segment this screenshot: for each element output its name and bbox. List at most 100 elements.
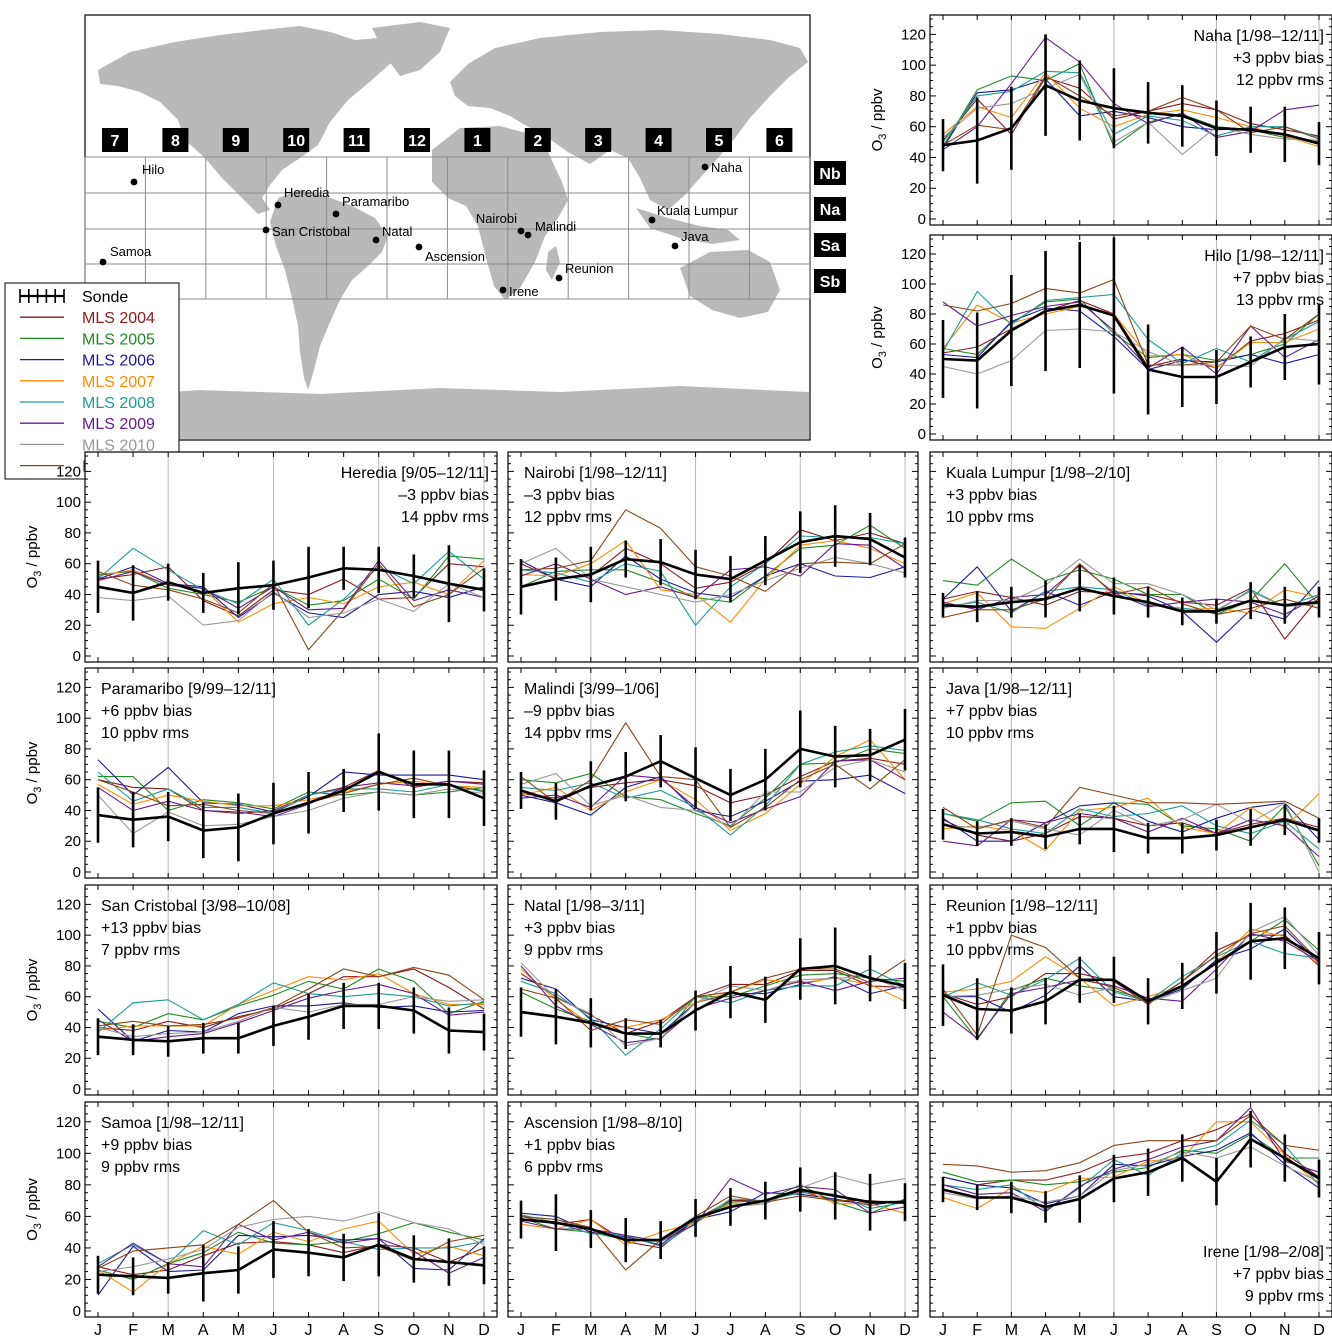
panel-annotation: +1 ppbv bias [524, 1137, 615, 1154]
x-tick-label: J [939, 1322, 947, 1339]
panel-frame [84, 1101, 498, 1318]
station-marker [671, 242, 679, 250]
panel-hilo: Hilo [1/98–12/11] +7 ppbv bias 13 ppbv rms… [869, 234, 1332, 443]
y-axis-label: O3 / ppbv [869, 88, 889, 151]
x-tick-label: M [162, 1322, 175, 1339]
month-box [222, 128, 249, 152]
y-tick-label: 80 [64, 741, 81, 758]
y-tick-label: 100 [56, 1145, 81, 1162]
x-tick-label: D [478, 1322, 490, 1339]
mls-series-line [520, 555, 906, 599]
sonde-line [942, 936, 1320, 1012]
x-tick-label: J [517, 1322, 525, 1339]
mls-series-line [97, 996, 485, 1038]
station-label: Irene [509, 284, 539, 299]
legend-label: MLS 2004 [82, 310, 155, 327]
sonde-line [942, 586, 1320, 613]
y-tick-label: 60 [64, 556, 81, 573]
panel-annotation: Heredia [9/05–12/11] [341, 465, 489, 482]
sonde-line [942, 1137, 1320, 1209]
station-label: Hilo [142, 162, 164, 177]
panel-annotation: –9 ppbv bias [524, 703, 615, 720]
y-tick-label: 0 [73, 648, 81, 665]
x-tick-label: M [1005, 1322, 1018, 1339]
mls-series-line [942, 586, 1320, 629]
y-tick-label: 80 [909, 306, 926, 323]
x-tick-label: O [829, 1322, 841, 1339]
panel-annotation: +13 ppbv bias [101, 920, 201, 937]
y-tick-label: 20 [909, 180, 926, 197]
month-box-label: 11 [348, 133, 365, 150]
y-tick-label: 80 [64, 958, 81, 975]
sonde-line [97, 1243, 485, 1280]
zone-box [814, 269, 846, 293]
x-tick-label: D [1313, 1322, 1325, 1339]
station-marker [274, 201, 282, 209]
x-tick-label: O [1244, 1322, 1256, 1339]
station-marker [130, 178, 138, 186]
panel-naha: Naha [1/98–12/11] +3 ppbv bias 12 ppbv rms… [869, 14, 1332, 228]
mls-series-line [97, 973, 484, 1032]
month-box [706, 128, 732, 152]
mls-series-line [942, 786, 1320, 830]
y-tick-label: 0 [73, 1303, 81, 1320]
mls-series-line [520, 968, 906, 1029]
y-tick-label: 40 [64, 802, 81, 819]
x-tick-label: J [94, 1322, 102, 1339]
sonde-line [520, 534, 906, 589]
mls-series-line [942, 307, 1320, 371]
panel-annotation: Samoa [1/98–12/11] [101, 1115, 244, 1132]
station-label: San Cristobal [272, 224, 350, 239]
panel-annotation: –3 ppbv bias [398, 487, 489, 504]
panel-annotation: 7 ppbv rms [101, 942, 180, 959]
panel-annotation: Kuala Lumpur [1/98–2/10] [946, 465, 1130, 482]
panel-annotation: 10 ppbv rms [946, 509, 1034, 526]
panel-frame [507, 451, 919, 663]
x-tick-label: J [269, 1322, 277, 1339]
station-label: Natal [382, 224, 412, 239]
y-tick-label: 80 [64, 1177, 81, 1194]
station-label: Nairobi [476, 211, 517, 226]
greenland-shape [372, 22, 450, 76]
panel-annotation: Natal [1/98–3/11] [524, 898, 645, 915]
land-masses [86, 22, 809, 439]
y-tick-label: 60 [64, 989, 81, 1006]
mls-series-line [97, 771, 485, 815]
month-box [162, 128, 189, 152]
month-box [645, 128, 672, 152]
station-label: Malindi [535, 219, 576, 234]
mls-series-line [520, 759, 906, 824]
mls-series-line [942, 73, 1320, 156]
panel-annotation: Reunion [1/98–12/11] [946, 898, 1098, 915]
sonde-line [942, 818, 1320, 840]
station-label: Ascension [425, 249, 485, 264]
mls-series-line [97, 1211, 485, 1273]
panel-annotation: 14 ppbv rms [401, 509, 489, 526]
x-tick-label: A [1040, 1322, 1051, 1339]
x-tick-label: S [1211, 1322, 1222, 1339]
legend-label: MLS 2005 [82, 331, 155, 348]
legend-label: MLS 2008 [82, 395, 155, 412]
y-tick-label: 60 [64, 772, 81, 789]
panel-frame [929, 451, 1332, 663]
mls-series-line [97, 788, 485, 835]
station-marker [555, 274, 563, 282]
panel-paramaribo: 0 20 40 60 80 100 120 O3 / ppbv Paramaribo [9/99… [24, 667, 498, 881]
mls-series-line [942, 812, 1320, 858]
month-box [102, 128, 128, 152]
month-box [524, 128, 551, 152]
x-tick-label: S [373, 1322, 384, 1339]
panel-san-cristobal: 0 20 40 60 80 100 120 O3 / ppbv San Cristobal [3… [24, 884, 498, 1098]
mls-series-line [942, 1132, 1320, 1205]
station-marker [648, 216, 656, 224]
y-tick-label: 120 [901, 246, 926, 263]
sonde-line [97, 566, 485, 595]
y-axis-label: O3 / ppbv [24, 525, 44, 588]
x-tick-label: A [338, 1322, 349, 1339]
zone-boxes: Nb Na Sa Sb [814, 161, 846, 293]
y-axis-label: O3 / ppbv [869, 306, 889, 369]
panel-annotation: +1 ppbv bias [946, 920, 1037, 937]
sonde-line [520, 964, 906, 1035]
panel-annotation: +7 ppbv bias [1233, 270, 1324, 287]
sonde-line [520, 1188, 905, 1242]
